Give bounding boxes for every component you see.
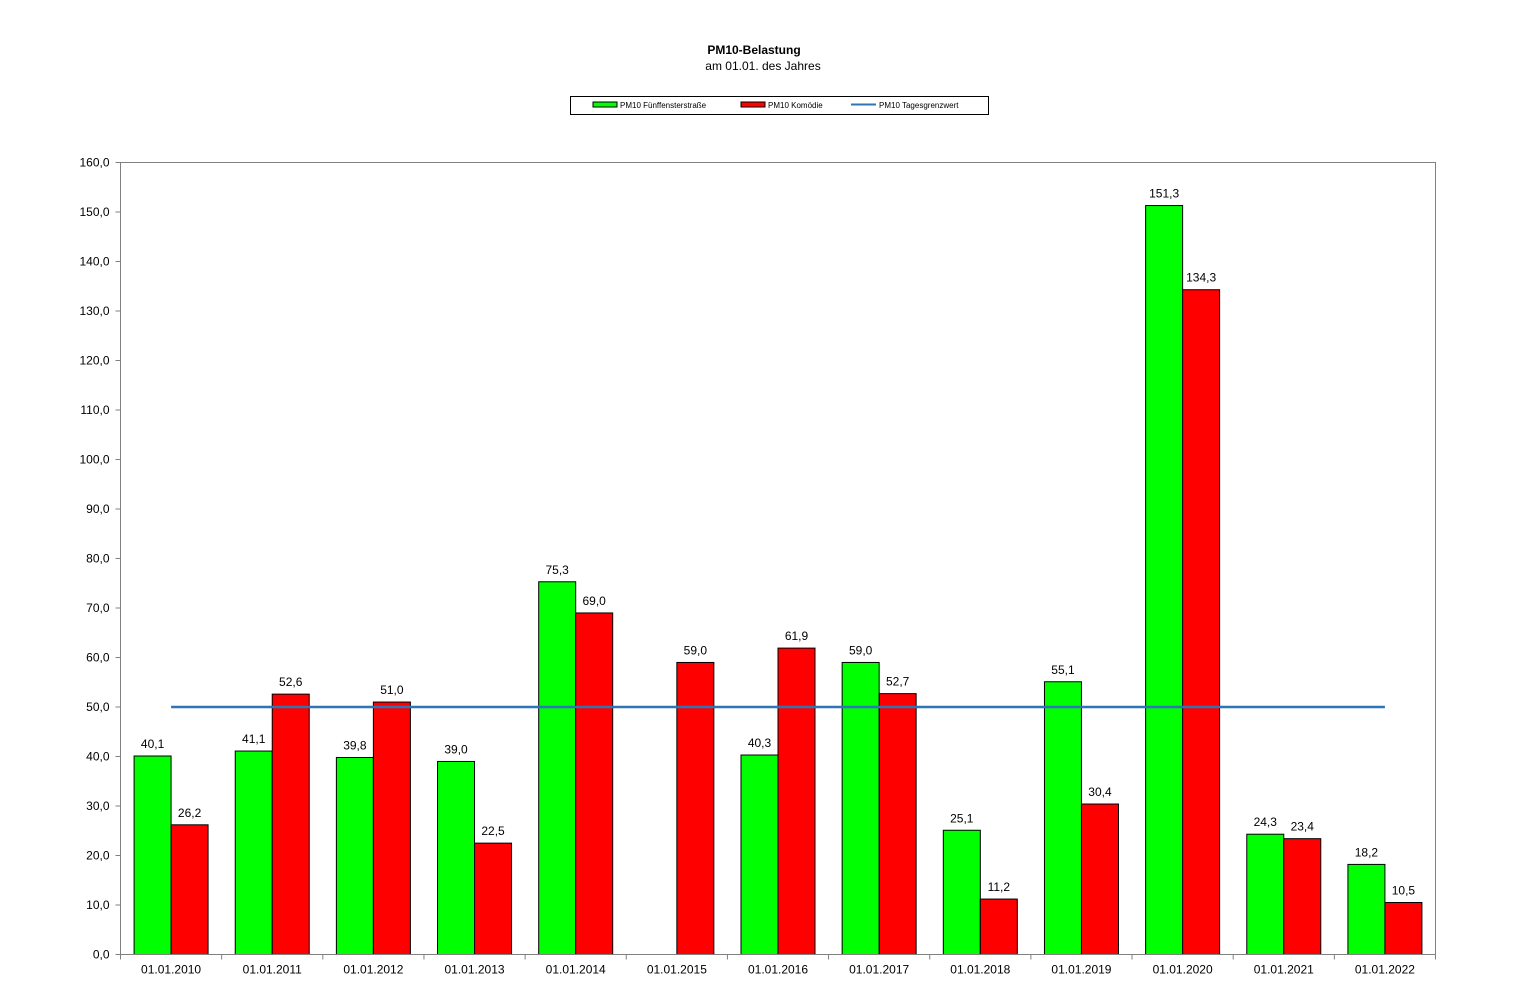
bar-fuenffensterstrasse-12 [1347,863,1386,955]
data-label-fuenffensterstrasse-8: 25,1 [950,811,974,825]
data-label-fuenffensterstrasse-0: 40,1 [141,737,165,751]
x-tick-label-8: 01.01.2018 [950,963,1010,977]
bar-fuenffensterstrasse-0 [133,755,172,955]
x-tick-label-0: 01.01.2010 [141,963,201,977]
y-tick-label-2: 20,0 [86,849,110,863]
data-label-fuenffensterstrasse-1: 41,1 [242,732,266,746]
data-label-fuenffensterstrasse-4: 75,3 [546,563,570,577]
data-label-komoedie-4: 69,0 [583,594,607,608]
legend-box [570,96,989,115]
x-tick-label-2: 01.01.2012 [343,963,403,977]
y-tick-label-14: 140,0 [79,255,109,269]
y-tick-label-9: 90,0 [86,502,110,516]
legend-label-komoedie: PM10 Komödie [768,101,823,110]
bar-komoedie-9 [1080,803,1119,956]
bars-layer [133,205,1423,956]
x-tick-label-12: 01.01.2022 [1355,963,1415,977]
data-label-fuenffensterstrasse-9: 55,1 [1051,663,1075,677]
bar-komoedie-0 [170,824,209,955]
data-label-fuenffensterstrasse-11: 24,3 [1254,815,1278,829]
data-label-komoedie-9: 30,4 [1088,785,1112,799]
x-tick-label-10: 01.01.2020 [1153,963,1213,977]
y-tick-label-12: 120,0 [79,354,109,368]
bar-fuenffensterstrasse-8 [942,829,981,955]
x-tick-label-6: 01.01.2016 [748,963,808,977]
data-label-komoedie-12: 10,5 [1392,884,1416,898]
bar-fuenffensterstrasse-9 [1043,681,1082,955]
data-label-komoedie-7: 52,7 [886,675,910,689]
y-tick-label-8: 80,0 [86,552,110,566]
data-label-komoedie-6: 61,9 [785,629,809,643]
x-tick-label-5: 01.01.2015 [647,963,707,977]
y-tick-label-4: 40,0 [86,750,110,764]
data-label-fuenffensterstrasse-2: 39,8 [343,738,367,752]
data-label-komoedie-8: 11,2 [988,880,1011,894]
x-tick-label-9: 01.01.2019 [1051,963,1111,977]
y-tick-label-3: 30,0 [86,799,110,813]
chart-title: PM10-Belastung [707,43,800,57]
data-label-fuenffensterstrasse-3: 39,0 [444,742,468,756]
legend-label-fuenffensterstrasse: PM10 Fünffensterstraße [620,101,707,110]
bar-fuenffensterstrasse-2 [335,756,374,955]
x-tick-label-11: 01.01.2021 [1254,963,1314,977]
bar-fuenffensterstrasse-10 [1145,205,1184,955]
bar-fuenffensterstrasse-6 [740,754,779,956]
bar-fuenffensterstrasse-3 [437,760,476,956]
y-tick-label-16: 160,0 [79,156,109,170]
data-label-komoedie-1: 52,6 [279,675,303,689]
data-labels-layer: 40,1 41,1 39,8 39,0 75,3 40,3 59,0 25,1 55,1 151,… [141,187,1416,898]
data-label-komoedie-5: 59,0 [684,643,708,657]
data-label-fuenffensterstrasse-10: 151,3 [1149,187,1179,201]
bar-komoedie-3 [474,842,513,956]
x-tick-label-4: 01.01.2014 [546,963,606,977]
data-label-komoedie-0: 26,2 [178,806,202,820]
data-label-komoedie-3: 22,5 [481,824,505,838]
x-tick-label-7: 01.01.2017 [849,963,909,977]
data-label-komoedie-10: 134,3 [1186,271,1216,285]
data-label-fuenffensterstrasse-7: 59,0 [849,643,873,657]
legend: PM10 Fünffensterstraße PM10 Komödie PM10… [570,96,989,115]
bar-komoedie-10 [1182,289,1221,955]
bar-komoedie-4 [575,612,614,955]
y-tick-label-5: 50,0 [86,700,110,714]
y-tick-label-6: 60,0 [86,651,110,665]
x-tick-label-1: 01.01.2011 [243,963,302,977]
legend-swatch-komoedie [740,101,766,108]
bar-komoedie-2 [372,701,411,955]
bar-komoedie-7 [878,693,917,955]
data-label-fuenffensterstrasse-6: 40,3 [748,736,772,750]
bar-fuenffensterstrasse-1 [234,750,273,955]
legend-label-tagesgrenzwert: PM10 Tagesgrenzwert [879,101,959,110]
bar-komoedie-12 [1384,902,1423,956]
y-axis: 0,0 10,0 20,0 30,0 40,0 50,0 60,0 70,0 80,0 90,0 1… [79,156,121,962]
bar-fuenffensterstrasse-4 [538,581,577,956]
bar-komoedie-1 [271,693,310,955]
data-label-komoedie-11: 23,4 [1291,820,1315,834]
bar-komoedie-8 [979,898,1018,955]
data-label-komoedie-2: 51,0 [380,683,404,697]
y-tick-label-10: 100,0 [79,453,109,467]
bar-komoedie-6 [777,647,816,955]
legend-swatch-fuenffensterstrasse [592,101,618,108]
bar-fuenffensterstrasse-7 [841,661,880,955]
bar-fuenffensterstrasse-11 [1246,833,1285,955]
chart-subtitle: am 01.01. des Jahres [705,59,820,73]
y-tick-label-15: 150,0 [79,205,109,219]
x-axis: 01.01.2010 01.01.2011 01.01.2012 01.01.2013… [120,954,1436,977]
y-tick-label-7: 70,0 [86,601,110,615]
y-tick-label-1: 10,0 [86,898,110,912]
bar-komoedie-11 [1283,838,1322,955]
data-label-fuenffensterstrasse-12: 18,2 [1355,845,1379,859]
y-tick-label-11: 110,0 [80,403,109,417]
x-tick-label-3: 01.01.2013 [445,963,505,977]
y-tick-label-0: 0,0 [93,948,110,962]
y-tick-label-13: 130,0 [79,304,109,318]
